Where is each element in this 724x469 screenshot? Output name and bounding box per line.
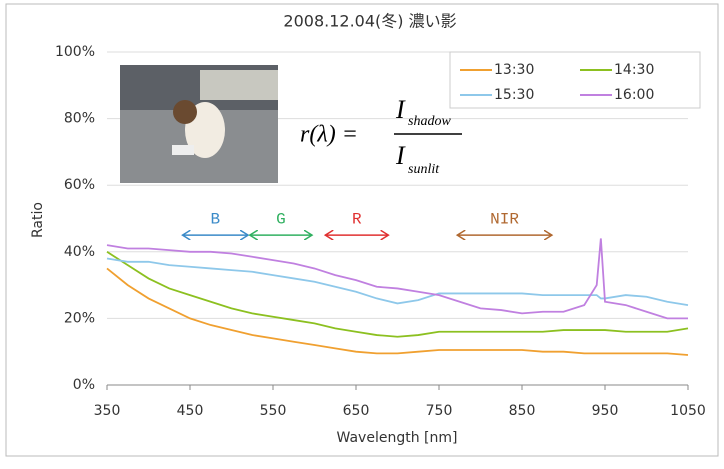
y-axis-label: Ratio	[30, 202, 46, 238]
legend-label: 13:30	[494, 62, 534, 78]
band-label: R	[352, 210, 362, 228]
y-tick-label: 60%	[64, 177, 95, 193]
x-tick-label: 750	[426, 403, 453, 419]
x-tick-label: 550	[260, 403, 287, 419]
x-tick-label: 450	[177, 403, 204, 419]
formula-denominator: I	[395, 141, 406, 170]
band-label: G	[276, 210, 286, 228]
formula-numerator: I	[395, 95, 406, 124]
legend-label: 16:00	[614, 87, 654, 103]
x-tick-label: 350	[94, 403, 121, 419]
x-tick-label: 850	[509, 403, 536, 419]
chart-title: 2008.12.04(冬) 濃い影	[283, 12, 456, 31]
photo	[120, 65, 278, 183]
formula-numerator-sub: shadow	[408, 114, 451, 129]
legend: 13:30 14:30 15:30 16:00	[449, 51, 701, 109]
formula-lhs: r(λ) =	[300, 122, 358, 148]
series-line	[106, 257, 689, 306]
formula-denominator-sub: sunlit	[408, 162, 440, 177]
band-label: NIR	[490, 210, 519, 228]
legend-label: 15:30	[494, 87, 534, 103]
band-label: B	[211, 210, 221, 228]
x-axis-label: Wavelength [nm]	[337, 430, 458, 446]
series-line	[106, 267, 689, 356]
y-tick-label: 80%	[64, 111, 95, 127]
y-tick-label: 0%	[73, 377, 95, 393]
y-tick-label: 20%	[64, 310, 95, 326]
legend-label: 14:30	[614, 62, 654, 78]
series-line	[106, 251, 689, 338]
y-tick-label: 100%	[55, 44, 95, 60]
x-tick-label: 1050	[670, 403, 706, 419]
x-tick-label: 650	[343, 403, 370, 419]
y-tick-label: 40%	[64, 244, 95, 260]
series-line	[106, 238, 688, 320]
x-tick-label: 950	[592, 403, 619, 419]
